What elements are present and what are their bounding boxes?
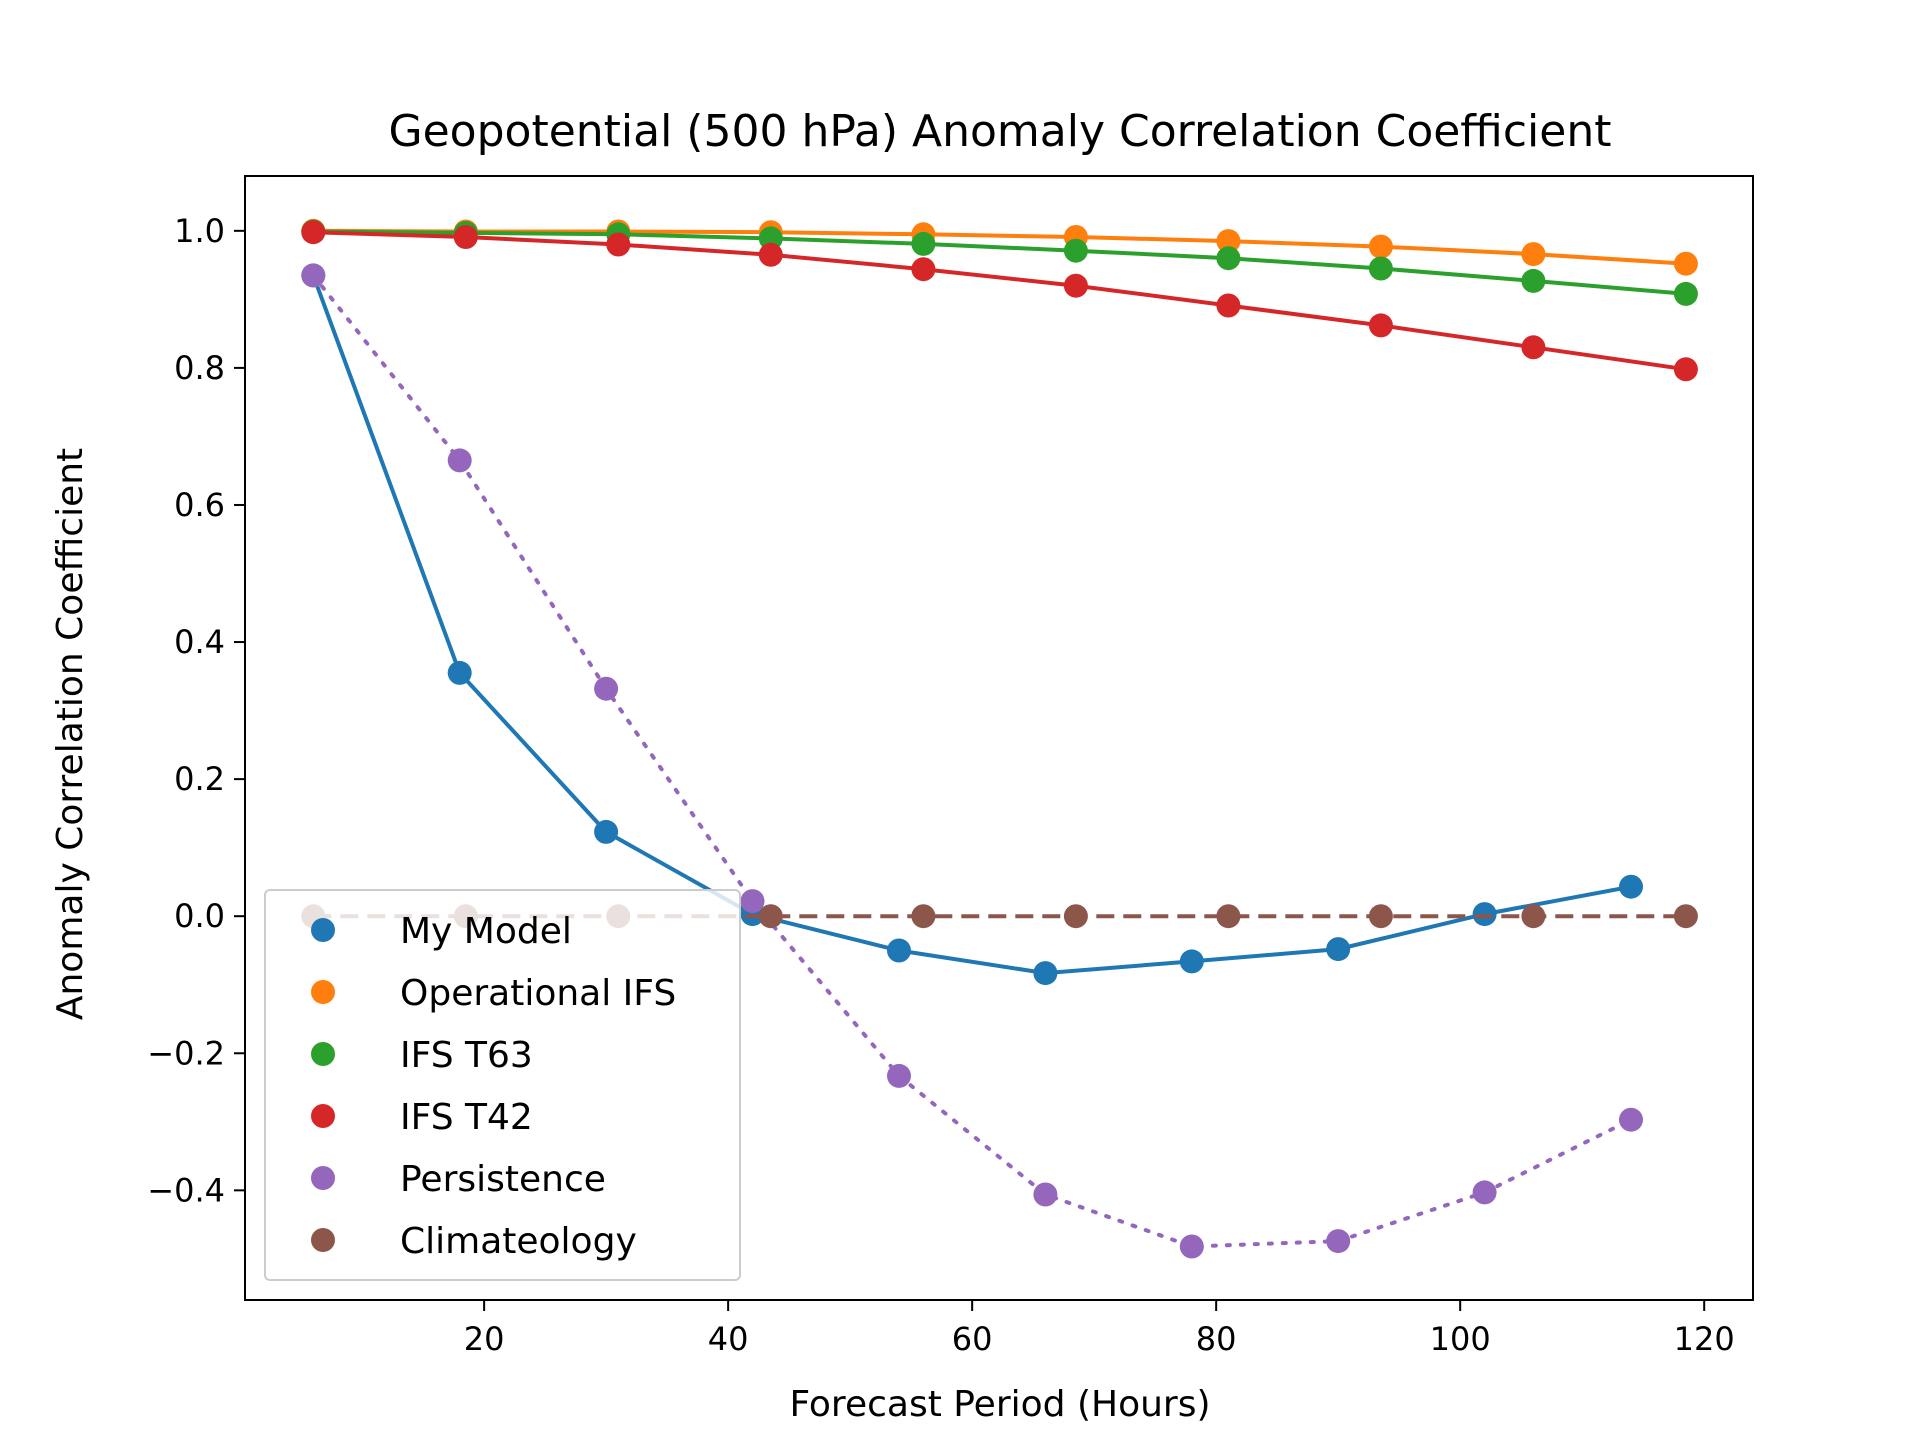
data-point xyxy=(1521,335,1546,360)
data-point xyxy=(1673,904,1698,929)
data-point xyxy=(1368,904,1393,929)
y-tick-label: 0.2 xyxy=(174,760,225,798)
data-point xyxy=(1033,1182,1058,1207)
x-tick-label: 20 xyxy=(464,1320,505,1358)
data-point xyxy=(1673,251,1698,276)
legend-label: IFS T63 xyxy=(400,1035,533,1076)
data-point xyxy=(1216,246,1241,271)
data-point xyxy=(1472,1180,1497,1205)
data-point xyxy=(1326,1229,1351,1254)
plot-area: 20 40 60 80 100 120 −0.4 −0.2 0.0 0.2 0.4 0.6 0.8 1.0 xyxy=(147,175,1754,1358)
data-point xyxy=(301,263,326,288)
data-point xyxy=(1521,268,1546,293)
legend-label: Climateology xyxy=(400,1221,637,1262)
data-point xyxy=(606,232,631,257)
data-point xyxy=(758,226,783,251)
data-point xyxy=(1063,273,1088,298)
data-point xyxy=(1521,242,1546,267)
data-point xyxy=(447,660,472,685)
legend-label: IFS T42 xyxy=(400,1097,533,1138)
series-3 xyxy=(301,220,1698,382)
y-tick-label: −0.2 xyxy=(147,1034,225,1072)
legend-marker xyxy=(311,1042,335,1066)
data-point xyxy=(1216,293,1241,318)
data-point xyxy=(1216,904,1241,929)
data-point xyxy=(911,904,936,929)
legend: My Model Operational IFS IFS T63 IFS T42 Per… xyxy=(264,889,741,1281)
series-line xyxy=(313,230,1687,372)
data-point xyxy=(758,904,783,929)
x-axis-label: Forecast Period (Hours) xyxy=(789,1384,1210,1425)
data-point xyxy=(1179,949,1204,974)
legend-marker xyxy=(311,1228,335,1252)
legend-label: My Model xyxy=(400,911,572,952)
data-point xyxy=(1673,281,1698,306)
data-point xyxy=(1216,229,1241,254)
y-axis-label: Anomaly Correlation Coefficient xyxy=(50,448,91,1020)
data-point xyxy=(1326,937,1351,962)
data-point xyxy=(1619,1107,1643,1132)
legend-label: Operational IFS xyxy=(400,973,676,1014)
data-point xyxy=(1368,234,1393,259)
data-point xyxy=(301,220,326,245)
chart-title: Geopotential (500 hPa) Anomaly Correlati… xyxy=(389,106,1612,157)
legend-marker xyxy=(311,918,335,942)
data-point xyxy=(1521,904,1546,929)
data-point xyxy=(1063,904,1088,929)
data-point xyxy=(1179,1234,1204,1259)
data-point xyxy=(1673,357,1698,382)
data-point xyxy=(911,231,936,256)
y-tick-label: 0.8 xyxy=(174,349,225,387)
series-line xyxy=(311,274,1632,976)
data-point xyxy=(594,819,619,844)
data-point xyxy=(887,1063,911,1088)
data-point xyxy=(1472,902,1497,927)
legend-marker xyxy=(311,980,335,1004)
legend-marker xyxy=(311,1166,335,1190)
data-point xyxy=(1368,256,1393,281)
data-point xyxy=(1063,238,1088,263)
x-tick-label: 100 xyxy=(1430,1320,1491,1358)
x-tick-label: 40 xyxy=(708,1320,749,1358)
y-tick-label: 0.6 xyxy=(174,486,225,524)
x-tick-label: 60 xyxy=(952,1320,993,1358)
data-point xyxy=(758,242,783,267)
legend-label: Persistence xyxy=(400,1159,606,1200)
x-tick-label: 120 xyxy=(1674,1320,1735,1358)
series-line xyxy=(313,228,1687,266)
plot-frame xyxy=(244,175,1754,1301)
y-tick-label: 0.4 xyxy=(174,623,225,661)
data-point xyxy=(453,225,478,249)
legend-box xyxy=(264,889,741,1281)
data-point xyxy=(887,938,911,963)
legend-marker xyxy=(311,1104,335,1128)
x-tick-label: 80 xyxy=(1196,1320,1237,1358)
y-tick-label: −0.4 xyxy=(147,1171,225,1209)
data-point xyxy=(594,676,619,701)
data-point xyxy=(1619,874,1643,899)
series-4 xyxy=(301,263,1643,1259)
data-point xyxy=(1368,313,1393,338)
y-tick-label: 1.0 xyxy=(174,212,225,250)
data-point xyxy=(1033,961,1058,986)
data-point xyxy=(447,448,472,473)
data-point xyxy=(740,889,765,914)
y-tick-label: 0.0 xyxy=(174,897,225,935)
data-point xyxy=(911,257,936,282)
series-line xyxy=(313,229,1687,296)
